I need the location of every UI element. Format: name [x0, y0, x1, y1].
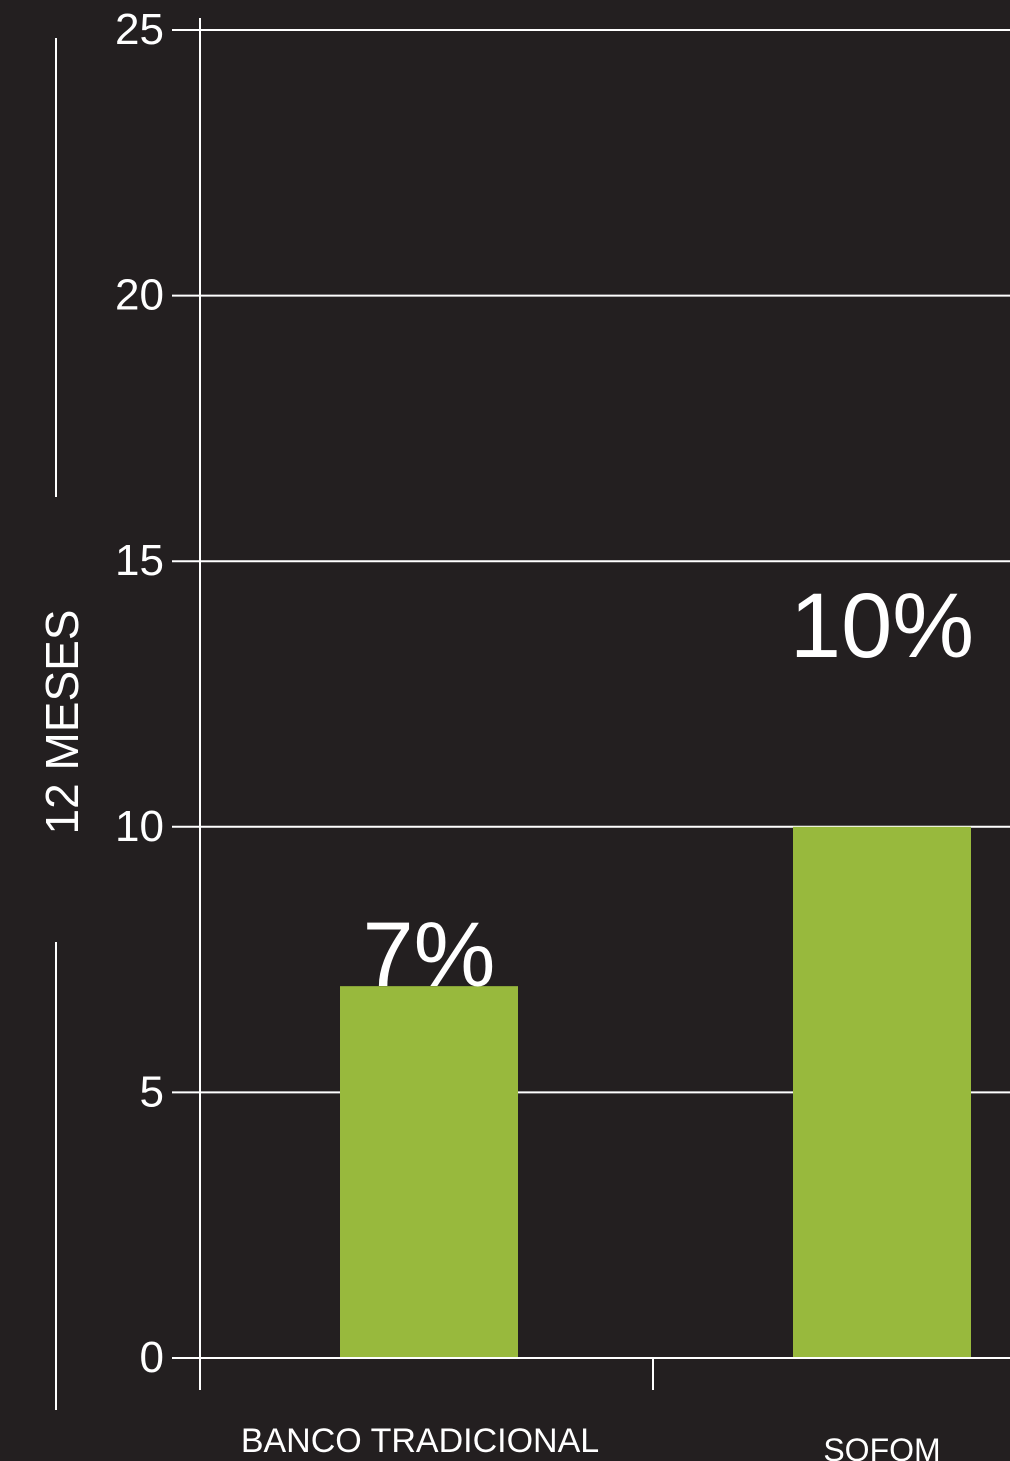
axes: [172, 18, 1010, 1390]
x-tick-labels: BANCO TRADICIONAL SOFOM: [241, 1422, 941, 1461]
y-axis-title: 12 MESES: [36, 610, 88, 835]
bars: [340, 826, 971, 1358]
y-tick-label-0: 0: [140, 1333, 164, 1382]
y-tick-label-10: 10: [115, 802, 164, 851]
y-tick-label-20: 20: [115, 271, 164, 320]
y-axis-title-group: 12 MESES: [36, 38, 88, 1410]
y-tick-label-15: 15: [115, 536, 164, 585]
bar-1: [793, 826, 971, 1358]
y-tick-label-25: 25: [115, 5, 164, 54]
y-tick-label-5: 5: [140, 1067, 164, 1116]
data-labels: 7% 10%: [363, 575, 975, 1006]
data-label-1: 10%: [790, 575, 974, 677]
y-tick-labels: 0 5 10 15 20 25: [115, 5, 164, 1382]
x-tick-label-0: BANCO TRADICIONAL: [241, 1422, 599, 1460]
data-label-0: 7%: [363, 904, 496, 1006]
bar-0: [340, 986, 518, 1358]
x-tick-label-1: SOFOM: [823, 1432, 940, 1461]
